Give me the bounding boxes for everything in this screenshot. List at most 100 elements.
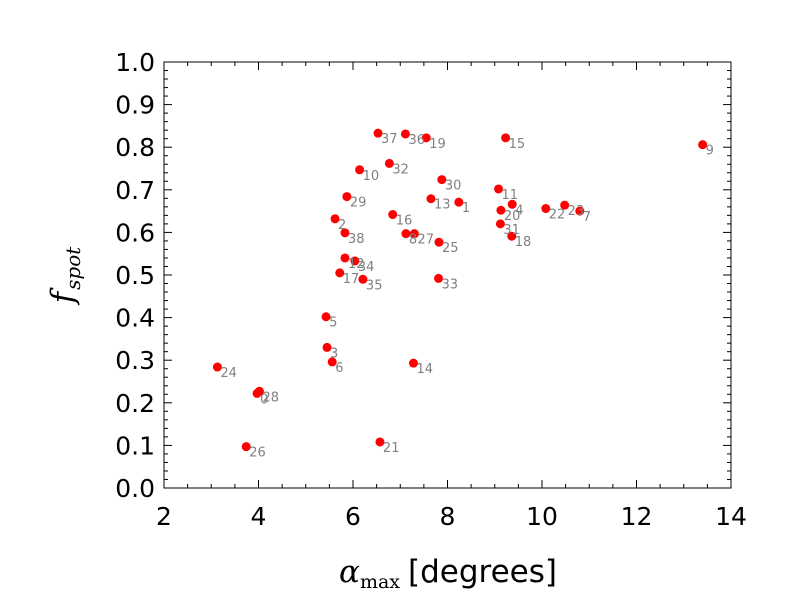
data-point-37 xyxy=(373,128,383,138)
point-label-23: 23 xyxy=(568,204,585,219)
x-tick-label: 10 xyxy=(526,502,558,531)
point-label-5: 5 xyxy=(329,316,337,331)
data-point-9 xyxy=(698,140,708,150)
y-tick-label: 1.0 xyxy=(115,48,155,77)
y-tick-label: 0.6 xyxy=(115,218,155,247)
point-label-28: 28 xyxy=(262,390,279,405)
data-point-26 xyxy=(241,442,251,452)
data-point-19 xyxy=(421,133,431,143)
data-point-7 xyxy=(575,206,585,216)
x-axis-label: αmax [degrees] xyxy=(339,554,557,593)
point-label-10: 10 xyxy=(363,169,380,184)
x-tick-label: 12 xyxy=(621,502,653,531)
data-point-35 xyxy=(358,274,368,284)
data-point-28 xyxy=(254,386,264,396)
y-axis-label-subscript: spot xyxy=(61,246,85,290)
point-label-19: 19 xyxy=(429,137,446,152)
data-points xyxy=(212,128,708,452)
point-label-1: 1 xyxy=(462,201,470,216)
point-label-4: 4 xyxy=(515,203,523,218)
x-tick-label: 2 xyxy=(156,502,172,531)
x-tick-label: 4 xyxy=(251,502,267,531)
point-label-30: 30 xyxy=(445,179,462,194)
point-label-3: 3 xyxy=(330,346,338,361)
data-point-8 xyxy=(401,229,411,239)
y-tick-labels: 0.0 0.1 0.2 0.3 0.4 0.5 0.6 0.7 0.8 0.9 1.0 xyxy=(115,48,155,503)
point-label-27: 27 xyxy=(417,233,434,248)
point-label-34: 34 xyxy=(358,260,375,275)
plot-area xyxy=(164,62,731,488)
data-point-32 xyxy=(384,158,394,168)
data-point-10 xyxy=(355,165,365,175)
data-point-38 xyxy=(340,228,350,238)
plot-frame xyxy=(163,61,732,489)
data-point-15 xyxy=(501,133,511,143)
data-point-22 xyxy=(541,204,551,214)
data-point-12 xyxy=(340,253,350,263)
point-label-14: 14 xyxy=(416,362,433,377)
point-label-25: 25 xyxy=(442,241,459,256)
x-tick-marks xyxy=(163,62,732,488)
point-label-31: 31 xyxy=(503,223,520,238)
point-label-8: 8 xyxy=(409,233,417,248)
point-label-36: 36 xyxy=(408,133,425,148)
data-point-1 xyxy=(454,197,464,207)
data-point-33 xyxy=(434,273,444,283)
point-label-12: 12 xyxy=(348,257,365,272)
point-label-38: 38 xyxy=(348,232,365,247)
point-label-37: 37 xyxy=(381,132,398,147)
data-point-6 xyxy=(327,357,337,367)
y-tick-label: 0.7 xyxy=(115,176,155,205)
point-label-21: 21 xyxy=(383,441,400,456)
x-axis-label-subscript: max xyxy=(360,571,400,593)
point-label-35: 35 xyxy=(366,278,383,293)
point-label-32: 32 xyxy=(392,162,409,177)
data-point-34 xyxy=(350,256,360,266)
point-label-6: 6 xyxy=(335,361,343,376)
x-tick-labels: 2 4 6 8 10 12 14 xyxy=(156,502,747,531)
point-label-11: 11 xyxy=(502,188,519,203)
data-point-18 xyxy=(507,231,517,241)
data-point-5 xyxy=(321,312,331,322)
y-tick-label: 0.0 xyxy=(115,474,155,503)
data-point-31 xyxy=(495,219,505,229)
data-point-25 xyxy=(434,237,444,247)
data-point-30 xyxy=(437,175,447,185)
point-label-16: 16 xyxy=(396,214,413,229)
data-point-20 xyxy=(496,205,506,215)
y-tick-label: 0.2 xyxy=(115,389,155,418)
point-label-24: 24 xyxy=(220,366,237,381)
data-point-11 xyxy=(494,184,504,194)
data-point-36 xyxy=(400,129,410,139)
data-point-29 xyxy=(342,192,352,202)
point-label-15: 15 xyxy=(509,137,526,152)
data-point-14 xyxy=(408,358,418,368)
point-label-18: 18 xyxy=(515,235,532,250)
point-label-17: 17 xyxy=(343,272,360,287)
data-point-27 xyxy=(409,229,419,239)
data-point-3 xyxy=(322,342,332,352)
x-tick-label: 8 xyxy=(440,502,456,531)
point-label-2: 2 xyxy=(338,218,346,233)
y-tick-label: 0.4 xyxy=(115,304,155,333)
data-point-16 xyxy=(388,210,398,220)
point-label-0: 0 xyxy=(260,392,268,407)
y-tick-label: 0.8 xyxy=(115,133,155,162)
x-tick-label: 14 xyxy=(715,502,747,531)
x-axis-label-unit: [degrees] xyxy=(408,554,557,590)
data-point-21 xyxy=(375,437,385,447)
point-label-22: 22 xyxy=(549,208,566,223)
data-point-24 xyxy=(212,362,222,372)
point-label-13: 13 xyxy=(434,198,451,213)
point-label-26: 26 xyxy=(249,446,266,461)
point-label-29: 29 xyxy=(350,196,367,211)
x-tick-label: 6 xyxy=(345,502,361,531)
point-label-7: 7 xyxy=(583,210,591,225)
point-label-20: 20 xyxy=(504,209,521,224)
data-point-2 xyxy=(330,214,340,224)
point-label-9: 9 xyxy=(706,144,714,159)
data-point-4 xyxy=(507,199,517,209)
data-point-17 xyxy=(335,268,345,278)
